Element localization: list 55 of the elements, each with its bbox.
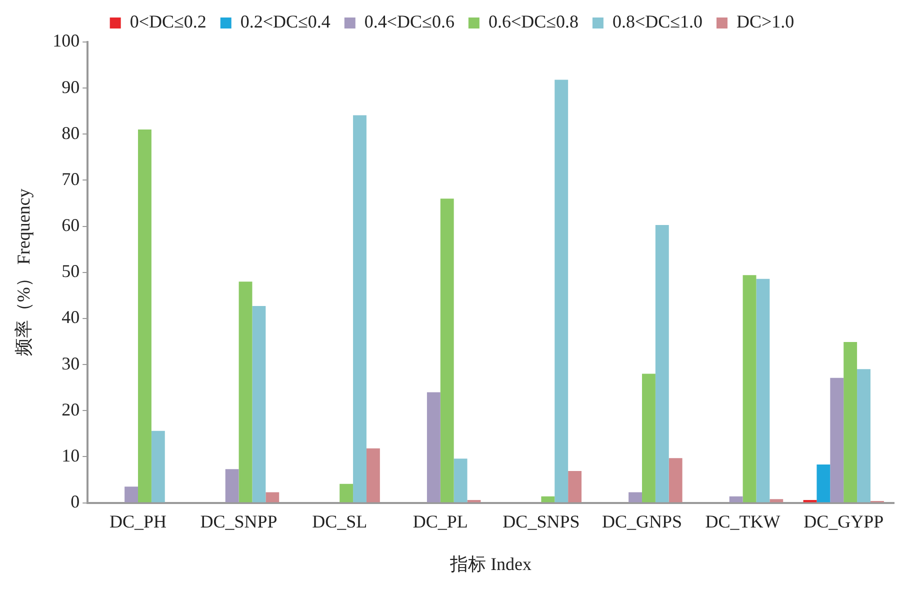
legend-label: 0.4<DC≤0.6	[364, 12, 454, 32]
y-tick-label: 40	[62, 307, 80, 328]
legend-label: 0.2<DC≤0.4	[240, 12, 330, 32]
bar	[340, 484, 354, 502]
legend-label: 0.8<DC≤1.0	[612, 12, 703, 32]
bar	[729, 496, 743, 502]
bar	[756, 278, 770, 502]
bar	[541, 496, 555, 502]
x-tick-label: DC_TKW	[705, 511, 780, 532]
bar	[857, 369, 870, 502]
x-tick-label: DC_SL	[312, 511, 368, 532]
x-tick-label: DC_PH	[109, 511, 167, 532]
x-tick-label: DC_GYPP	[804, 511, 884, 532]
bar	[266, 492, 280, 502]
y-axis-title: 频率（%） Frequency	[14, 188, 34, 356]
bar	[830, 378, 844, 502]
y-tick-label: 50	[62, 261, 80, 282]
bar	[816, 464, 830, 502]
y-tick-label: 90	[62, 76, 80, 97]
bar	[440, 198, 454, 502]
bar	[742, 275, 756, 502]
legend-label: 0<DC≤0.2	[130, 12, 206, 32]
bar	[151, 430, 165, 502]
x-tick-label: DC_SNPP	[200, 511, 278, 532]
bar	[124, 486, 138, 502]
bar	[366, 448, 380, 502]
bar	[454, 458, 468, 502]
bar	[655, 224, 669, 502]
y-tick-label: 10	[62, 445, 80, 466]
x-tick-label: DC_PL	[412, 511, 468, 532]
x-tick-label: DC_SNPS	[502, 511, 580, 532]
bar	[353, 115, 366, 502]
bar	[642, 374, 656, 502]
y-tick-label: 30	[62, 353, 80, 374]
x-axis-title: 指标 Index	[449, 554, 532, 574]
bar	[568, 471, 582, 502]
bar	[426, 392, 440, 502]
y-tick-label: 0	[70, 492, 80, 512]
x-tick-label: DC_GNPS	[602, 511, 682, 532]
bar	[238, 282, 252, 502]
bar	[554, 80, 568, 502]
legend-label: 0.6<DC≤0.8	[488, 12, 578, 32]
bar	[225, 469, 239, 502]
bar	[252, 306, 266, 502]
y-tick-label: 100	[52, 30, 80, 51]
bar	[770, 499, 784, 502]
y-tick-label: 60	[62, 215, 80, 236]
y-tick-label: 20	[62, 399, 80, 420]
y-tick-label: 70	[62, 168, 80, 189]
bar	[628, 492, 642, 502]
bar	[844, 342, 858, 502]
bar	[138, 130, 152, 502]
legend-label: DC>1.0	[736, 12, 794, 32]
bar	[668, 458, 682, 502]
y-tick-label: 80	[62, 122, 80, 143]
